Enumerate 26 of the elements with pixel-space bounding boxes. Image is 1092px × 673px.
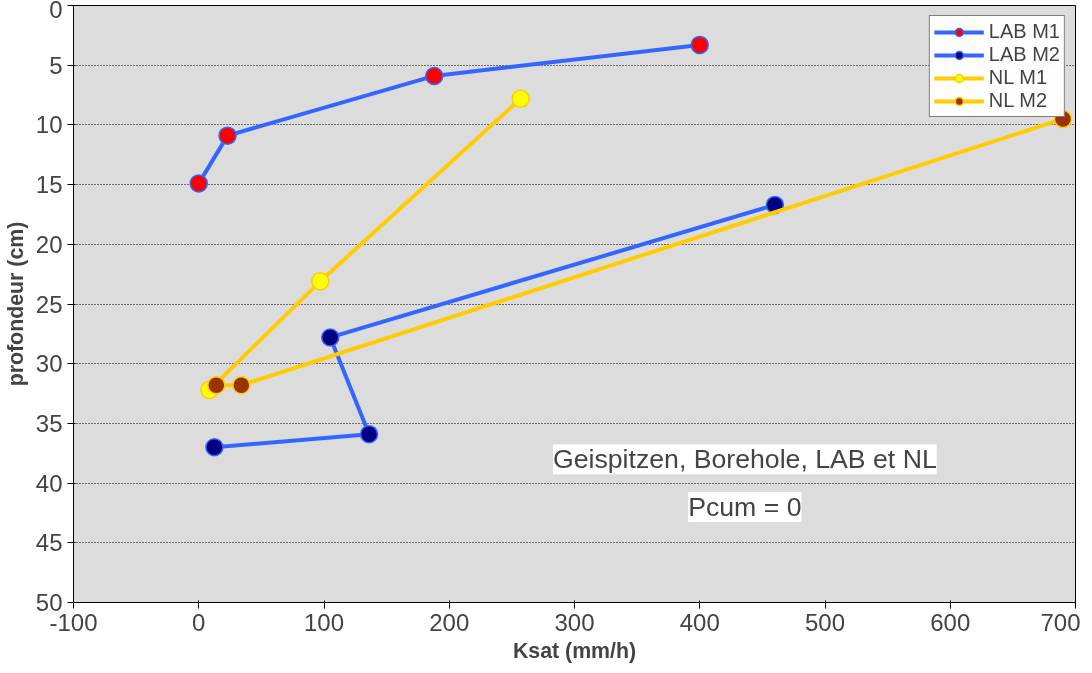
x-tick-label: 200 <box>429 608 470 636</box>
x-tick-label: 700 <box>1040 608 1081 636</box>
y-tick-label: 35 <box>35 409 63 437</box>
y-tick-label: 25 <box>35 290 63 318</box>
y-tick-label: 45 <box>35 529 63 557</box>
x-tick-label: 0 <box>192 608 206 636</box>
legend-label: LAB M1 <box>988 20 1060 43</box>
x-tick-label: 400 <box>679 608 720 636</box>
x-tick-label: 500 <box>804 608 846 636</box>
legend-label: NL M2 <box>988 89 1048 112</box>
annotation: Geispitzen, Borehole, LAB et NL <box>552 444 937 475</box>
y-tick-label: 30 <box>35 350 63 378</box>
y-tick-label: 40 <box>35 469 63 497</box>
legend-label: NL M1 <box>988 66 1048 89</box>
y-axis-title: profondeur (cm) <box>3 221 28 387</box>
x-tick-label: 100 <box>303 608 345 636</box>
x-tick-label: 300 <box>554 608 595 636</box>
legend-label: LAB M2 <box>988 43 1060 66</box>
y-tick-label: 5 <box>49 51 63 79</box>
y-tick-label: 20 <box>35 230 63 258</box>
y-tick-label: 15 <box>35 171 63 199</box>
x-tick-label: 600 <box>930 608 971 636</box>
annotation: Pcum = 0 <box>688 491 802 522</box>
y-tick-label: 0 <box>49 0 63 23</box>
x-axis-title: Ksat (mm/h) <box>512 638 637 663</box>
y-tick-label: 10 <box>35 111 63 139</box>
